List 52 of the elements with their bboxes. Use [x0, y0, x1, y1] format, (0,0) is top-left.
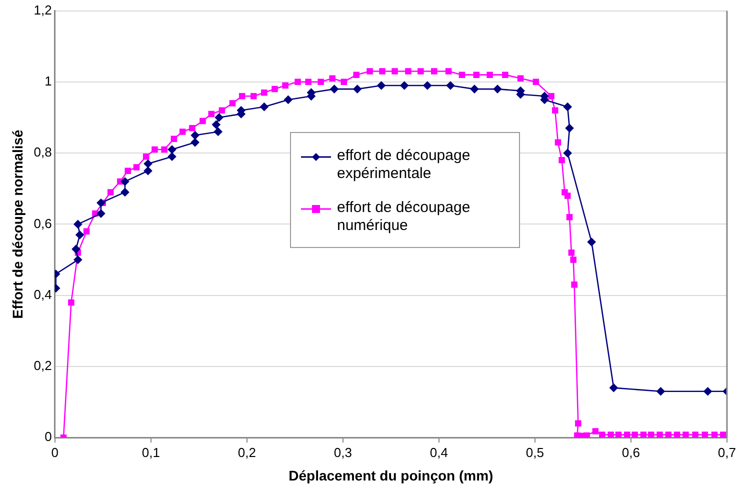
point — [190, 131, 200, 140]
point — [190, 138, 200, 147]
point — [72, 244, 80, 254]
point — [144, 166, 152, 175]
x-tick-label: 0,4 — [430, 444, 448, 460]
y-tick-label: 0,4 — [34, 286, 52, 302]
point — [74, 220, 82, 228]
point — [120, 177, 130, 186]
point — [212, 120, 220, 129]
point — [76, 230, 84, 240]
legend-label: effort de découpage expérimentale — [337, 147, 472, 183]
x-tick-label: 0,3 — [334, 444, 352, 460]
x-tick-label: 0,2 — [238, 444, 256, 460]
point — [214, 113, 224, 122]
y-tick-label: 0,6 — [34, 216, 52, 231]
y-tick-label: 0 — [44, 429, 52, 444]
x-tick-label: 0,6 — [622, 444, 640, 460]
point — [563, 102, 572, 111]
x-tick-label: 0,7 — [718, 444, 736, 460]
point — [446, 81, 455, 90]
point — [353, 84, 362, 94]
y-axis-title: Effort de découpe normalisé — [9, 129, 26, 319]
point — [120, 188, 130, 196]
x-axis-title: Déplacement du poinçon (mm) — [288, 467, 494, 484]
y-tick-label: 0,2 — [34, 358, 52, 374]
y-tick-label: 0,8 — [34, 144, 52, 160]
point — [330, 84, 338, 94]
point — [400, 81, 409, 90]
x-tick-label: 0,1 — [142, 444, 160, 460]
point — [493, 84, 502, 94]
point — [656, 387, 665, 396]
point — [565, 124, 574, 132]
point — [144, 160, 152, 168]
point — [587, 238, 596, 246]
point — [214, 128, 222, 136]
point — [470, 84, 479, 94]
point — [423, 81, 432, 90]
point — [563, 148, 572, 158]
point — [377, 81, 386, 90]
point — [96, 198, 106, 208]
point — [284, 96, 292, 104]
point — [704, 387, 712, 396]
point — [168, 152, 176, 161]
legend-label: effort de découpage numérique — [337, 199, 472, 235]
y-tick-label: 1 — [44, 74, 52, 89]
x-tick-label: 0,5 — [526, 444, 544, 460]
point — [260, 102, 268, 111]
point — [96, 209, 106, 218]
point — [610, 384, 618, 392]
point — [168, 145, 176, 154]
y-tick-label: 1,2 — [34, 2, 52, 18]
point — [74, 256, 82, 264]
